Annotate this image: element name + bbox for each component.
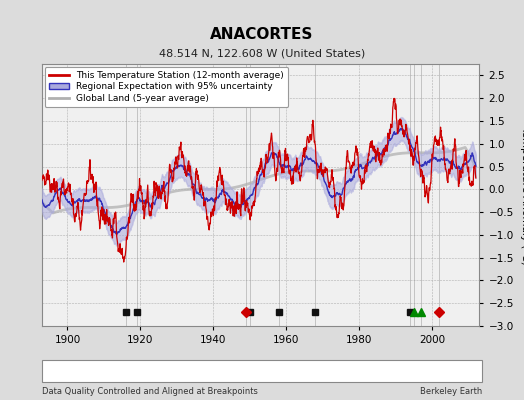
Text: Record Gap: Record Gap bbox=[160, 366, 212, 376]
Text: ANACORTES: ANACORTES bbox=[210, 27, 314, 42]
Y-axis label: Temperature Anomaly (°C): Temperature Anomaly (°C) bbox=[520, 126, 524, 264]
Text: ▲: ▲ bbox=[147, 366, 154, 376]
Text: 48.514 N, 122.608 W (United States): 48.514 N, 122.608 W (United States) bbox=[159, 48, 365, 58]
Text: Station Move: Station Move bbox=[60, 366, 120, 376]
Text: ▼: ▼ bbox=[231, 366, 238, 376]
Text: ◆: ◆ bbox=[47, 366, 54, 376]
Legend: This Temperature Station (12-month average), Regional Expectation with 95% uncer: This Temperature Station (12-month avera… bbox=[45, 67, 289, 107]
Text: Time of Obs. Change: Time of Obs. Change bbox=[244, 366, 338, 376]
Text: Berkeley Earth: Berkeley Earth bbox=[420, 387, 482, 396]
Text: ■: ■ bbox=[362, 366, 371, 376]
Text: Empirical Break: Empirical Break bbox=[375, 366, 446, 376]
Text: Data Quality Controlled and Aligned at Breakpoints: Data Quality Controlled and Aligned at B… bbox=[42, 387, 258, 396]
